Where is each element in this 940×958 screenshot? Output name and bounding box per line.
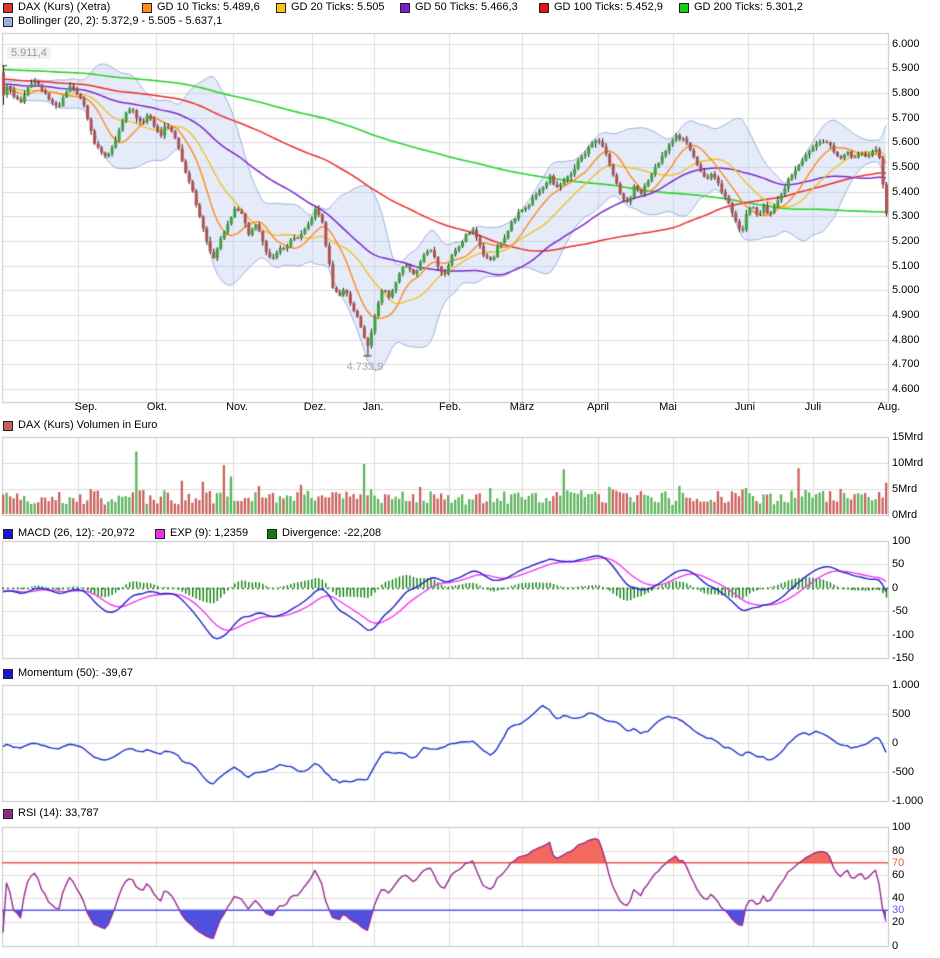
main-y-axis-label: 5.300 [892, 210, 920, 223]
gd20-swatch-icon [276, 2, 286, 13]
rsi-y-axis-label: 80 [892, 844, 905, 857]
macd-legend-label: MACD (26, 12): -20,972 [18, 527, 135, 539]
bollinger-legend-label: Bollinger (20, 2): 5.372,9 - 5.505 - 5.6… [18, 15, 223, 27]
main-y-axis-label: 6.000 [892, 37, 920, 50]
high-price-annotation: 5.911,4 [7, 47, 51, 59]
momentum-swatch-icon [3, 668, 13, 679]
main-y-axis-label: 4.700 [892, 358, 920, 371]
gd50-swatch-icon [400, 2, 410, 13]
momentum-legend-label: Momentum (50): -39,67 [18, 667, 133, 679]
macd-y-axis-label: -100 [892, 628, 915, 641]
x-axis-month-label: Feb. [438, 401, 462, 413]
legend-item-gd10: GD 10 Ticks: 5.489,6 [142, 2, 260, 13]
x-axis-month-label: Nov. [226, 401, 248, 413]
legend-item-exp: EXP (9): 1,2359 [155, 528, 248, 539]
divergence-swatch-icon [267, 528, 277, 539]
legend-item-gd20: GD 20 Ticks: 5.505 [276, 2, 385, 13]
rsi-y-axis-label: 20 [892, 916, 905, 929]
momentum-y-axis-label: 500 [892, 708, 911, 720]
volume-y-axis-label: 15Mrd [892, 431, 924, 443]
main-y-axis-label: 5.600 [892, 136, 920, 149]
macd-y-axis-label: -50 [892, 605, 908, 618]
x-axis-month-label: Sep. [74, 401, 98, 413]
exp-swatch-icon [155, 528, 165, 539]
volume-y-axis-label: 10Mrd [892, 457, 924, 469]
rsi-y-axis-label: 0 [892, 940, 899, 952]
macd-y-axis-label: -150 [892, 652, 915, 664]
main-y-axis-label: 4.900 [892, 308, 920, 321]
main-y-axis-label: 5.200 [892, 235, 920, 248]
dax-swatch-icon [3, 2, 13, 13]
volume-swatch-icon [3, 420, 13, 431]
momentum-y-axis-label: 0 [892, 737, 899, 749]
macd-y-axis-label: 0 [892, 581, 899, 594]
x-axis-month-label: Jan. [362, 401, 384, 413]
rsi-y-axis-label: 30 [892, 904, 905, 917]
legend-item-dax: DAX (Kurs) (Xetra) [3, 2, 110, 13]
main-y-axis-label: 5.800 [892, 87, 920, 100]
x-axis-month-label: Juni [734, 401, 756, 413]
x-axis-month-label: Dez. [303, 401, 327, 413]
divergence-legend-label: Divergence: -22,208 [282, 527, 382, 539]
gd100-legend-label: GD 100 Ticks: 5.452,9 [554, 1, 663, 13]
momentum-y-axis-label: -500 [892, 766, 915, 778]
legend-item-rsi: RSI (14): 33,787 [3, 808, 99, 819]
main-y-axis-label: 5.700 [892, 111, 920, 124]
rsi-swatch-icon [3, 808, 13, 819]
dax-legend-label: DAX (Kurs) (Xetra) [18, 1, 111, 13]
x-axis-month-label: Okt. [146, 401, 168, 413]
legend-item-gd200: GD 200 Ticks: 5.301,2 [679, 2, 803, 13]
volume-y-axis-label: 0Mrd [892, 509, 918, 521]
gd200-legend-label: GD 200 Ticks: 5.301,2 [694, 1, 803, 13]
legend-item-volume: DAX (Kurs) Volumen in Euro [3, 420, 157, 431]
legend-item-bollinger: Bollinger (20, 2): 5.372,9 - 5.505 - 5.6… [3, 16, 222, 27]
macd-y-axis-label: 100 [892, 535, 911, 547]
volume-legend-label: DAX (Kurs) Volumen in Euro [18, 419, 158, 431]
gd100-swatch-icon [539, 2, 549, 13]
rsi-y-axis-label: 100 [892, 821, 911, 833]
x-axis-month-label: April [586, 401, 610, 413]
rsi-y-axis-label: 70 [892, 856, 905, 869]
main-y-axis-label: 5.400 [892, 185, 920, 198]
exp-legend-label: EXP (9): 1,2359 [170, 527, 249, 539]
main-y-axis-label: 5.000 [892, 284, 920, 297]
main-y-axis-label: 4.600 [892, 382, 920, 395]
main-y-axis-label: 5.500 [892, 161, 920, 174]
gd10-swatch-icon [142, 2, 152, 13]
legend-item-divergence: Divergence: -22,208 [267, 528, 381, 539]
legend-item-gd100: GD 100 Ticks: 5.452,9 [539, 2, 663, 13]
legend-item-macd: MACD (26, 12): -20,972 [3, 528, 135, 539]
main-y-axis-label: 5.900 [892, 62, 920, 75]
macd-swatch-icon [3, 528, 13, 539]
x-axis-month-label: Aug. [877, 401, 901, 413]
momentum-y-axis-label: 1.000 [892, 679, 920, 691]
gd200-swatch-icon [679, 2, 689, 13]
x-axis-month-label: Juli [804, 401, 822, 413]
main-y-axis-label: 5.100 [892, 259, 920, 272]
x-axis-month-label: Mai [659, 401, 677, 413]
x-axis-month-label: März [509, 401, 535, 413]
gd10-legend-label: GD 10 Ticks: 5.489,6 [157, 1, 260, 13]
rsi-y-axis-label: 40 [892, 892, 905, 905]
rsi-legend-label: RSI (14): 33,787 [18, 807, 99, 819]
low-price-annotation: 4.733,9 [346, 361, 384, 373]
gd20-legend-label: GD 20 Ticks: 5.505 [291, 1, 385, 13]
momentum-y-axis-label: -1.000 [892, 795, 924, 807]
volume-y-axis-label: 5Mrd [892, 483, 918, 495]
legend-item-momentum: Momentum (50): -39,67 [3, 668, 133, 679]
main-y-axis-label: 4.800 [892, 333, 920, 346]
bollinger-swatch-icon [3, 16, 13, 27]
macd-y-axis-label: 50 [892, 558, 905, 571]
rsi-y-axis-label: 60 [892, 868, 905, 881]
legend-item-gd50: GD 50 Ticks: 5.466,3 [400, 2, 518, 13]
gd50-legend-label: GD 50 Ticks: 5.466,3 [415, 1, 518, 13]
